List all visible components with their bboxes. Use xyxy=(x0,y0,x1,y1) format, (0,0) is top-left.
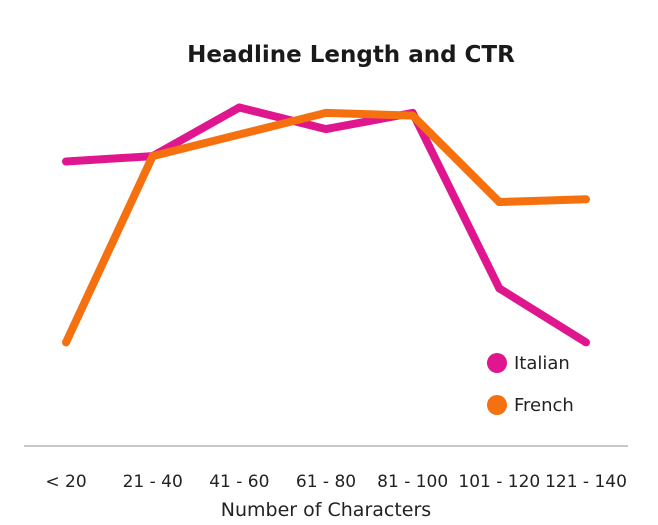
data-point-french-0 xyxy=(62,338,70,347)
data-point-french-2 xyxy=(235,130,244,139)
series-layer xyxy=(62,103,590,347)
series-line-french xyxy=(62,108,587,345)
legend: Italian French xyxy=(487,353,574,416)
data-point-french-1 xyxy=(148,152,157,161)
x-tick-label-2: 41 - 60 xyxy=(209,472,269,492)
x-tick-labels: < 20 21 - 40 41 - 60 61 - 80 81 - 100 101 - 1… xyxy=(45,472,627,492)
x-tick-label-5: 101 - 120 xyxy=(458,472,540,492)
data-point-french-3 xyxy=(322,108,330,117)
data-point-italian-3 xyxy=(322,125,330,134)
x-tick-label-1: 21 - 40 xyxy=(123,472,183,492)
x-tick-label-6: 121 - 140 xyxy=(545,472,627,492)
legend-marker-italian xyxy=(487,353,507,373)
legend-marker-french xyxy=(487,395,507,415)
data-point-italian-2 xyxy=(235,103,244,112)
data-point-french-5 xyxy=(495,198,504,206)
data-point-italian-0 xyxy=(62,157,70,166)
legend-label-italian: Italian xyxy=(514,353,570,374)
legend-item-italian: Italian xyxy=(487,353,570,374)
series-line-italian xyxy=(65,103,589,346)
data-point-italian-6 xyxy=(582,338,590,347)
data-point-italian-5 xyxy=(495,284,504,293)
x-tick-label-4: 81 - 100 xyxy=(377,472,448,492)
x-axis-title: Number of Characters xyxy=(221,499,431,521)
data-point-french-6 xyxy=(582,195,590,204)
legend-item-french: French xyxy=(487,395,574,416)
chart-title: Headline Length and CTR xyxy=(187,42,515,68)
data-point-french-4 xyxy=(408,111,417,120)
series-italian xyxy=(62,103,590,347)
legend-label-french: French xyxy=(514,395,574,416)
x-tick-label-0: < 20 xyxy=(45,472,86,492)
series-french xyxy=(62,108,590,347)
x-tick-label-3: 61 - 80 xyxy=(296,472,356,492)
